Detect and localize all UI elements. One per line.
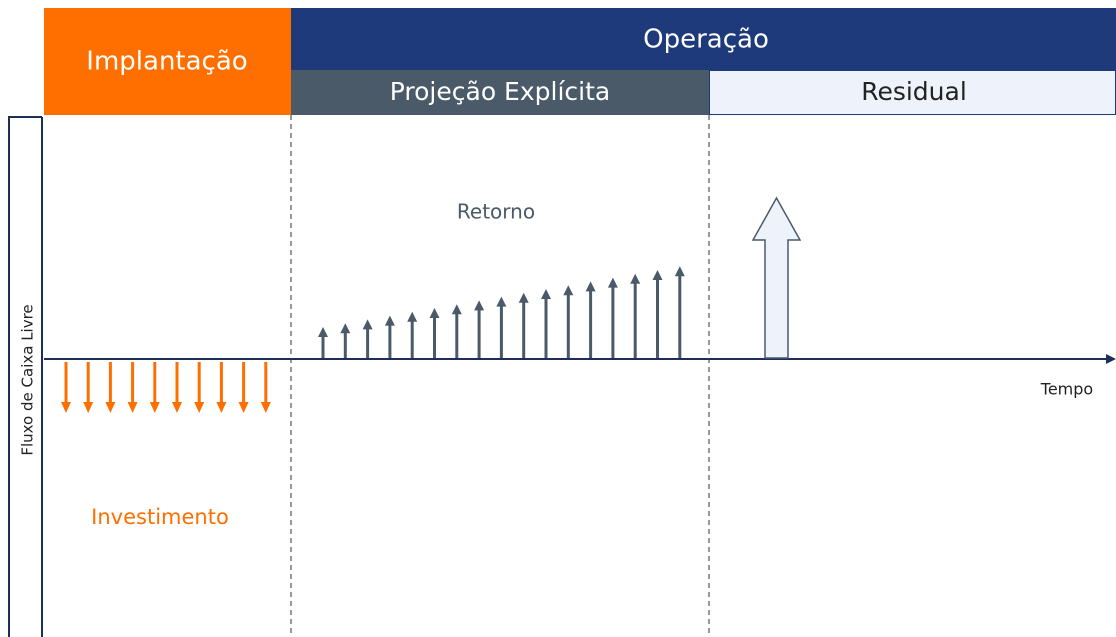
up-arrow: [652, 270, 663, 358]
investimento-label: Investimento: [91, 505, 229, 529]
projecao-box: [291, 70, 709, 115]
up-arrow: [674, 266, 685, 358]
down-arrow: [260, 362, 271, 413]
operacao-label: Operação: [643, 25, 769, 55]
down-arrow: [216, 362, 227, 413]
projecao-label: Projeção Explícita: [390, 77, 610, 106]
up-arrow: [563, 285, 574, 358]
up-arrow: [518, 292, 529, 358]
x-axis-arrow: [1106, 354, 1116, 364]
y-axis: [8, 116, 43, 637]
down-arrow: [149, 362, 160, 413]
operacao-box: [291, 8, 1116, 70]
down-arrow: [83, 362, 94, 413]
up-arrow: [585, 281, 596, 358]
down-arrow: [105, 362, 116, 413]
up-arrow: [429, 308, 440, 358]
up-arrow: [541, 289, 551, 358]
up-arrow: [451, 304, 462, 358]
down-arrow: [238, 362, 249, 413]
up-arrow: [384, 315, 395, 358]
x-axis-label: Tempo: [1040, 380, 1093, 399]
up-arrow: [496, 296, 507, 358]
up-arrow: [630, 273, 641, 358]
implantacao-box: [44, 8, 291, 115]
implantacao-label: Implantação: [86, 47, 247, 77]
y-axis-label: Fluxo de Caixa Livre: [19, 304, 37, 455]
up-arrow: [318, 327, 328, 358]
up-arrow: [474, 300, 485, 358]
down-arrow: [194, 362, 205, 413]
arrows: [61, 266, 685, 413]
up-arrow: [407, 311, 418, 358]
up-arrow: [607, 277, 618, 358]
retorno-label: Retorno: [457, 200, 535, 224]
up-arrow: [362, 319, 373, 358]
residual-label: Residual: [861, 77, 967, 106]
up-arrow: [340, 323, 351, 358]
residual-arrow: [751, 196, 802, 359]
down-arrow: [127, 362, 138, 413]
down-arrow: [61, 362, 71, 413]
down-arrow: [172, 362, 182, 413]
